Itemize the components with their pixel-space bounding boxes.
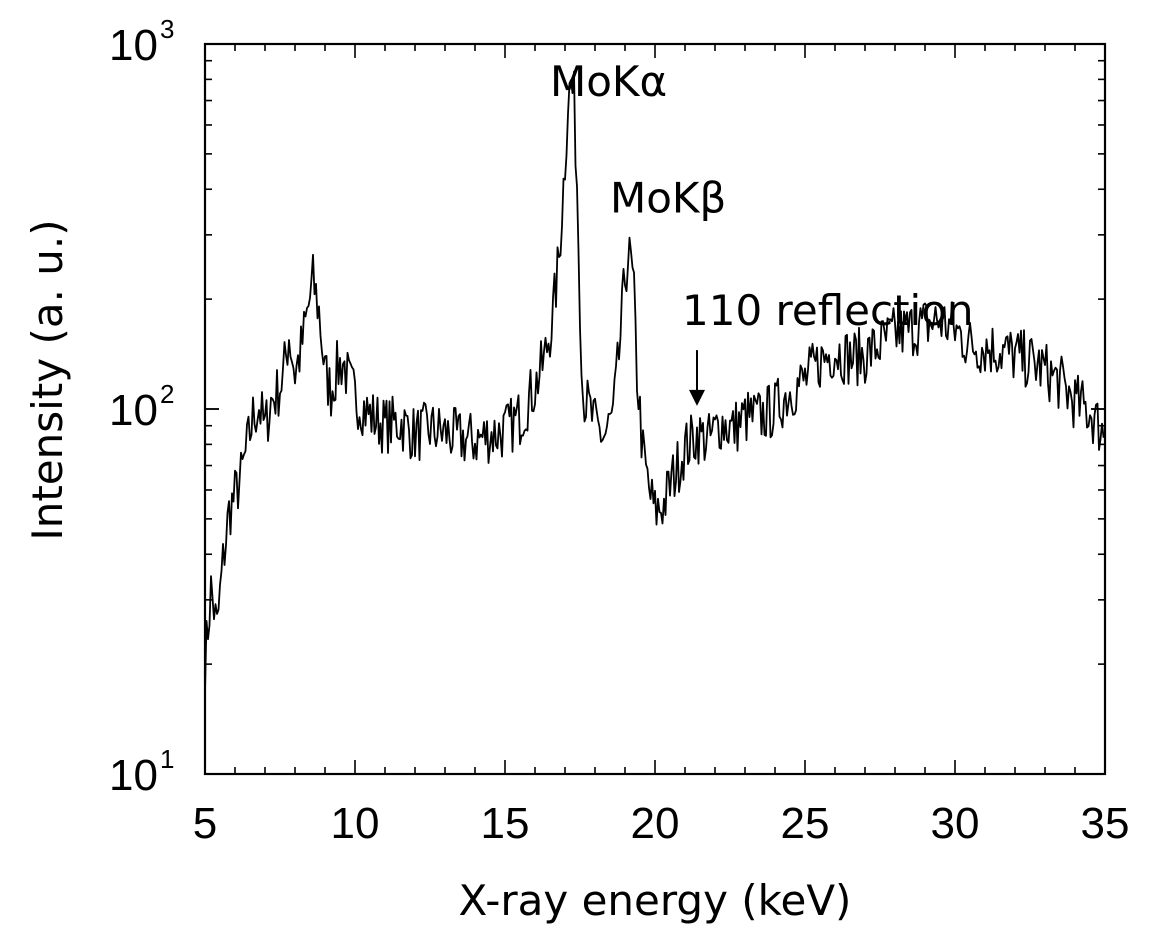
x-tick-label: 30 (931, 799, 980, 848)
arrow-head (689, 389, 705, 406)
y-tick-label: 10 (109, 386, 158, 435)
x-tick-label: 10 (331, 799, 380, 848)
axis-ticks (204, 43, 1106, 775)
x-tick-label: 5 (193, 799, 217, 848)
annotation-label: MoKβ (610, 174, 726, 223)
x-tick-label: 20 (631, 799, 680, 848)
y-tick-label: 10 (109, 751, 158, 800)
reflection-arrow (689, 350, 705, 406)
spectrum-line (204, 70, 1106, 694)
x-tick-label: 35 (1081, 799, 1130, 848)
y-tick-label-exponent: 1 (160, 744, 174, 774)
x-tick-label: 15 (481, 799, 530, 848)
annotations: MoKα MoKβ 110 reflection (550, 57, 974, 335)
y-axis-title: Intensity (a. u.) (23, 219, 72, 540)
x-axis-title: X-ray energy (keV) (459, 876, 852, 925)
y-tick-label: 10 (109, 21, 158, 70)
y-tick-label-exponent: 2 (160, 379, 174, 409)
y-tick-label-exponent: 3 (160, 14, 174, 44)
annotation-label: 110 reflection (682, 286, 974, 335)
x-tick-labels: 5 10 15 20 25 30 35 (193, 799, 1130, 848)
x-tick-label: 25 (781, 799, 830, 848)
plot-frame (203, 42, 1107, 776)
annotation-label: MoKα (550, 57, 667, 106)
